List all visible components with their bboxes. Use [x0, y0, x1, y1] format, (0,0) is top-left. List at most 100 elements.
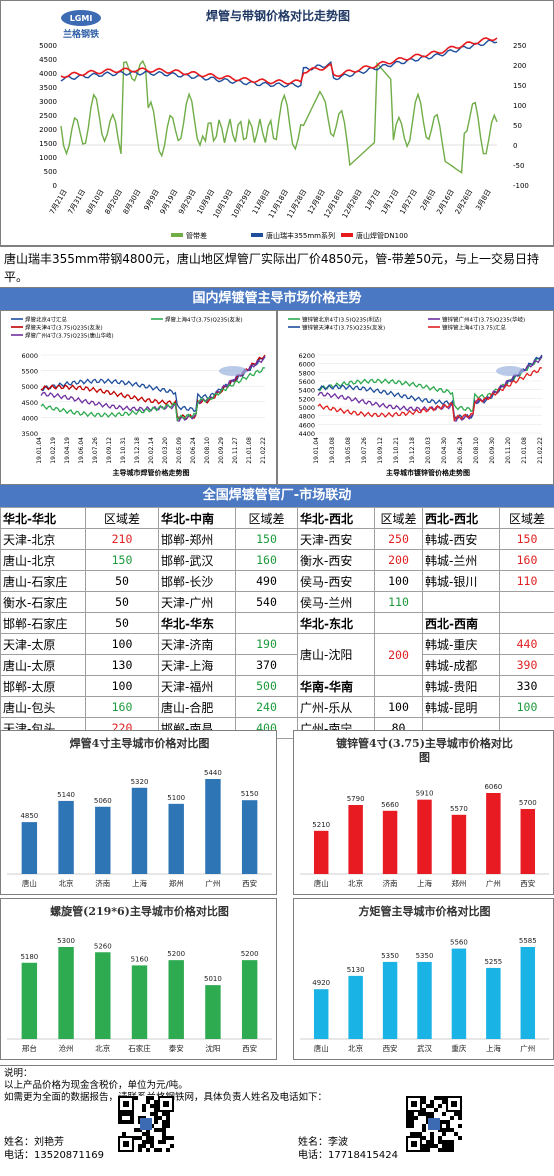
region-diff-header: 区域差: [85, 507, 159, 529]
bar-上海: [417, 799, 432, 874]
x-tick-label: 19.04.19: [64, 437, 71, 464]
bar-value-label: 5910: [416, 790, 434, 798]
bar-category-label: 济南: [95, 878, 110, 888]
main-trend-chart: LGMI 兰格钢铁 焊管与带钢价格对比走势图 0 500 1000 1500 2000 2…: [0, 0, 554, 246]
qr-module: [150, 1104, 154, 1108]
qr-module: [158, 1148, 162, 1152]
route-cell: 天津-上海: [158, 654, 236, 676]
qr-module: [146, 1148, 150, 1152]
x-axis-label: 8月30日: [122, 188, 143, 216]
region-diff-cell: 500: [235, 675, 298, 697]
qr-module: [430, 1140, 434, 1144]
region-group-header: 华北-西北: [297, 507, 375, 529]
legend-label: 镀锌管天津4寸(3.75)Q235(友发): [302, 324, 385, 332]
trend-caption: 主导城市镀锌管价格走势图: [386, 468, 470, 477]
qr-module: [410, 1120, 414, 1124]
qr-module: [458, 1116, 462, 1120]
legend-swatch: [171, 233, 183, 237]
qr-module: [154, 1148, 158, 1152]
route-cell: 天津-福州: [158, 675, 236, 697]
qr-finder-center: [123, 1141, 129, 1147]
x-axis-label: 3月8日: [474, 188, 492, 212]
qr-module: [154, 1128, 158, 1132]
qr-module: [150, 1136, 154, 1140]
x-tick-label: 20.09.29: [218, 437, 225, 464]
qr-module: [410, 1116, 414, 1120]
region-diff-cell: 160: [235, 549, 298, 571]
route-cell: 邯郸-太原: [0, 675, 86, 697]
x-tick-label: 19.03.08: [329, 437, 336, 464]
qr-module: [438, 1136, 442, 1140]
region-diff-cell: 50: [85, 591, 159, 613]
x-tick-label: 19.12.18: [409, 437, 416, 464]
bar-value-label: 5150: [241, 790, 259, 798]
qr-module: [142, 1132, 146, 1136]
qr-module: [450, 1144, 454, 1148]
bar-武汉: [417, 961, 432, 1039]
qr-module: [126, 1120, 130, 1124]
x-tick-label: 20.03.03: [425, 437, 432, 464]
bar-category-label: 上海: [132, 878, 147, 888]
left-tick-label: 2500: [39, 112, 57, 120]
region-diff-header: 区域差: [499, 507, 554, 529]
qr-module: [154, 1108, 158, 1112]
x-tick-label: 19.01.04: [36, 437, 43, 464]
qr-module: [430, 1132, 434, 1136]
left-tick-label: 1500: [39, 140, 57, 148]
qr-module: [150, 1096, 154, 1100]
route-cell: 韩城-成都: [422, 654, 500, 676]
region-diff-header: [374, 612, 423, 634]
watermark-logo-icon: [219, 366, 247, 376]
watermark-logo-icon: [496, 366, 524, 376]
legend-label: 管带差: [186, 231, 207, 240]
bar-广州: [520, 947, 536, 1039]
region-diff-header: [374, 675, 423, 697]
logo-mark: LGMI: [70, 14, 93, 23]
linkage-row: 唐山-北京 150 邯郸-武汉 160 衡水-西安 200 韩城-兰州 160: [0, 549, 554, 571]
region-diff-cell: 100: [85, 675, 159, 697]
qr-module: [134, 1096, 138, 1100]
bar-category-label: 沧州: [59, 1043, 74, 1053]
qr-module: [418, 1132, 422, 1136]
qr-module: [446, 1148, 450, 1152]
qr-module: [162, 1124, 166, 1128]
y-tick-label: 5200: [298, 395, 315, 403]
x-tick-label: 19.10.21: [393, 437, 400, 464]
bar-石家庄: [131, 965, 148, 1039]
bar-category-label: 北京: [59, 878, 74, 888]
galvanized-pipe-trend-svg: 4400460048005000520054005600580060006200…: [288, 316, 544, 477]
notes-label: 说明：: [4, 1068, 33, 1079]
trend-series-line: [40, 356, 266, 413]
route-cell: 唐山-太原: [0, 654, 86, 676]
left-tick-label: 3000: [39, 98, 57, 106]
bar-唐山: [21, 822, 38, 874]
region-diff-cell: 200: [374, 633, 423, 676]
galvanized-pipe-bar-svg: 镀锌管4寸(3.75)主导城市价格对比图 5210 唐山 5790 北京 5660 济南 59…: [300, 736, 549, 888]
qr-module: [450, 1140, 454, 1144]
right-tick-label: -50: [513, 162, 524, 170]
bar-category-label: 唐山: [314, 878, 329, 888]
legend-label: 焊管上海4寸(3.75)Q235(友发): [165, 316, 243, 324]
bar-category-label: 上海: [417, 878, 432, 888]
trend-series-line: [317, 356, 543, 413]
bar-重庆: [451, 948, 467, 1039]
region-diff-cell: 490: [235, 570, 298, 592]
qr-module: [150, 1140, 154, 1144]
trend-series-line: [317, 354, 543, 420]
qr-module: [138, 1136, 142, 1140]
qr-module: [126, 1112, 130, 1116]
linkage-row: 唐山-包头 160 唐山-合肥 240 广州-乐从 100 韩城-昆明 100: [0, 696, 554, 718]
qr-module: [450, 1148, 454, 1152]
qr-module: [434, 1144, 438, 1148]
qr-module: [446, 1144, 450, 1148]
bar-value-label: 5790: [347, 795, 365, 803]
region-diff-cell: 370: [235, 654, 298, 676]
bar-category-label: 上海: [486, 1043, 501, 1053]
region-diff-cell: 200: [374, 549, 423, 571]
bar-value-label: 4920: [312, 979, 330, 987]
qr-module: [442, 1140, 446, 1144]
bar-value-label: 4850: [20, 812, 38, 820]
qr-module: [422, 1096, 426, 1100]
route-cell: 唐山-北京: [0, 549, 86, 571]
bar-value-label: 5180: [20, 953, 38, 961]
